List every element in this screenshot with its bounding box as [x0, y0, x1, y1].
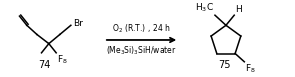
- Text: F$_8$: F$_8$: [245, 63, 256, 75]
- Text: 75: 75: [218, 60, 230, 70]
- Text: H$_3$C: H$_3$C: [195, 2, 214, 14]
- Text: O$_2$ (R.T.) , 24 h: O$_2$ (R.T.) , 24 h: [112, 23, 171, 35]
- Text: 74: 74: [38, 60, 50, 70]
- Text: F$_8$: F$_8$: [57, 54, 68, 66]
- Text: H: H: [235, 5, 242, 14]
- Text: Br: Br: [73, 19, 83, 28]
- Text: (Me$_3$Si)$_3$SiH/water: (Me$_3$Si)$_3$SiH/water: [106, 45, 177, 57]
